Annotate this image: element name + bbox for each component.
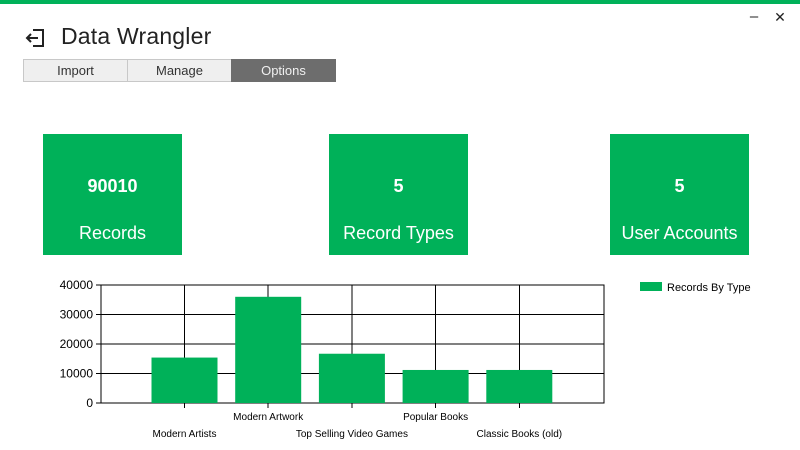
records-label: Records: [78, 223, 147, 243]
records-count: 90010: [87, 176, 138, 196]
record-types-tile: 5 Record Types: [329, 134, 468, 255]
records-by-type-chart: 0 10000 20000 30000 40000 Modern Artists Moder…: [60, 278, 751, 440]
records-tile: 90010 Records: [43, 134, 182, 255]
user-accounts-tile: 5 User Accounts: [610, 134, 749, 255]
sign-out-arrow-icon[interactable]: [24, 27, 46, 49]
accent-strip: [0, 0, 800, 4]
record-types-label: Record Types: [343, 223, 454, 243]
close-button[interactable]: ✕: [774, 9, 786, 25]
bar-2: [235, 296, 302, 403]
y-tick-label: 20000: [60, 337, 94, 351]
y-tick-label: 40000: [60, 278, 94, 292]
tab-manage[interactable]: Manage: [127, 59, 231, 82]
tab-options[interactable]: Options: [231, 59, 336, 82]
bar-1: [151, 357, 218, 403]
record-types-count: 5: [393, 176, 404, 196]
bar-5: [486, 369, 553, 403]
user-accounts-label: User Accounts: [621, 223, 738, 243]
y-tick-label: 0: [86, 396, 93, 410]
x-tick-label: Popular Books: [403, 412, 468, 423]
x-tick-label: Modern Artists: [153, 429, 217, 440]
tab-bar: Import Manage Options: [23, 59, 336, 82]
y-tick-label: 10000: [60, 367, 94, 381]
x-tick-label: Top Selling Video Games: [296, 429, 408, 440]
app-title: Data Wrangler: [61, 23, 212, 49]
legend-label: Records By Type: [667, 282, 751, 294]
y-tick-label: 30000: [60, 308, 94, 322]
x-tick-label: Classic Books (old): [477, 429, 563, 440]
x-tick-label: Modern Artwork: [233, 412, 304, 423]
legend-swatch: [640, 282, 662, 291]
user-accounts-count: 5: [674, 176, 685, 196]
tab-import[interactable]: Import: [23, 59, 127, 82]
bar-3: [318, 353, 385, 403]
minimize-button[interactable]: –: [749, 8, 759, 25]
bar-4: [402, 369, 469, 403]
